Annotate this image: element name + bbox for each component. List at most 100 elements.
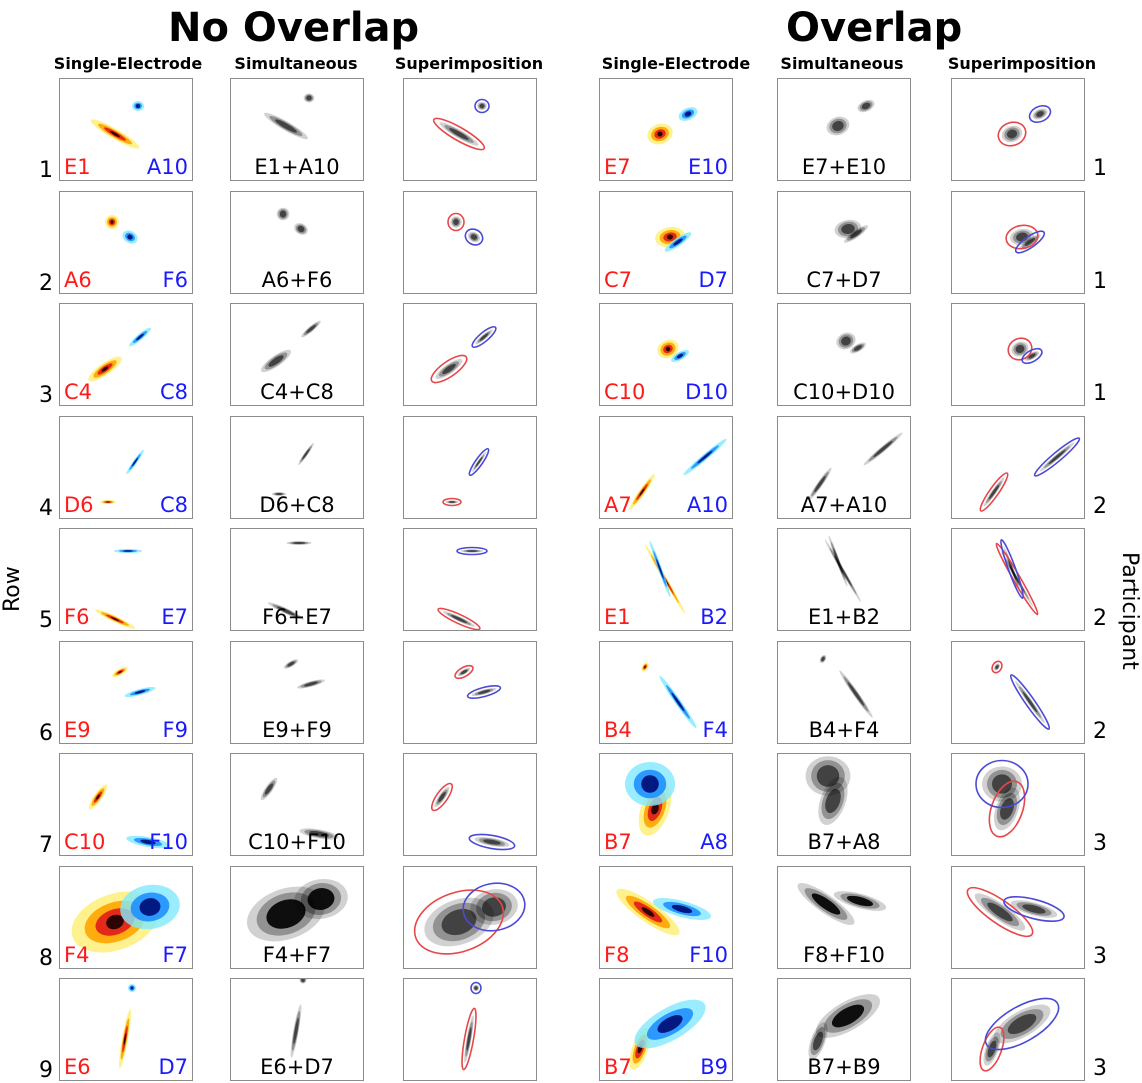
panel-super-no-overlap-row-2 <box>403 190 537 294</box>
electrode1-outline <box>442 497 462 506</box>
combined1-shadow-core <box>277 606 295 616</box>
simul-plot <box>819 654 873 718</box>
super-plot <box>430 782 516 851</box>
super-plot <box>432 98 490 151</box>
super2-shadow-core <box>470 233 478 240</box>
single-plot <box>647 107 698 145</box>
super1-shadow-core <box>438 791 446 803</box>
panel-super-overlap-row-8 <box>951 865 1085 969</box>
combined1-shadow-core <box>275 492 283 495</box>
combined2-shadow-core <box>309 831 329 837</box>
super1-shadow-core <box>1006 129 1018 139</box>
panel-single-overlap-row-1: E7 E10 <box>599 78 733 181</box>
combined1-shadow-core <box>279 210 287 217</box>
panel-super-overlap-row-5 <box>951 528 1085 631</box>
electrode-pair-label: B7+A8 <box>807 830 881 854</box>
combined2-shadow-core <box>816 765 840 787</box>
panel-single-no-overlap-row-9: E6 D7 <box>59 978 193 1081</box>
electrode2-outline <box>471 325 497 349</box>
row-axis-label: Row <box>0 566 25 612</box>
electrode-label-2: B2 <box>700 605 728 629</box>
electrode2-outline <box>456 546 488 556</box>
electrode2-outline <box>1003 895 1065 922</box>
combined2-shadow-core <box>306 95 312 101</box>
super1-shadow-core <box>451 615 467 623</box>
super-plot <box>991 660 1051 730</box>
combined2-shadow-core <box>831 1004 865 1028</box>
panel-single-overlap-row-3: C10 D10 <box>599 303 733 406</box>
combined2-shadow-core <box>301 979 305 982</box>
super2-shadow-core <box>479 103 485 109</box>
super2-shadow-core <box>1036 111 1044 117</box>
combined2-shadow-core <box>297 225 305 232</box>
participant-axis-label: Participant <box>1117 552 1142 670</box>
electrode2-outline <box>1021 347 1043 365</box>
super1-shadow-core <box>987 902 1013 921</box>
combined1-shadow-core <box>266 898 306 929</box>
combined2-shadow-core <box>847 681 865 706</box>
electrode1-heat-peak <box>110 130 120 138</box>
combined1-shadow-core <box>841 336 851 346</box>
participant-number: 1 <box>1093 381 1107 406</box>
simul-plot <box>290 979 307 1058</box>
electrode-label-2: C8 <box>159 492 188 517</box>
super1-shadow-core <box>453 218 459 225</box>
single-plot <box>625 762 675 836</box>
electrode-pair-label: E7+E10 <box>801 155 887 179</box>
electrode2-heat-core <box>671 692 685 711</box>
super1-shadow-core <box>448 500 456 503</box>
electrode2-outline <box>1033 436 1081 477</box>
panel-super-overlap-row-9 <box>951 978 1085 1081</box>
panel-super-no-overlap-row-6 <box>403 640 537 744</box>
super-plot <box>442 447 490 506</box>
simul-plot <box>826 99 875 136</box>
row-number: 6 <box>39 720 53 746</box>
combined1-shadow-core <box>293 1017 299 1045</box>
simul-plot <box>271 442 314 496</box>
row-number: 7 <box>39 833 53 858</box>
electrode-pair-label: C10+F10 <box>248 830 346 854</box>
row-number: 3 <box>39 383 53 408</box>
simul-plot <box>260 320 321 373</box>
panel-simul-overlap-row-7: B7+A8 <box>777 753 911 856</box>
electrode1-heat-peak <box>96 794 100 800</box>
title-no-overlap: No Overlap <box>168 5 420 51</box>
combined1-shadow-core <box>287 661 295 666</box>
simul-plot <box>276 207 308 235</box>
electrode1-outline <box>437 607 481 630</box>
electrode-label-1: C10 <box>604 380 646 404</box>
simul-plot <box>834 219 868 243</box>
electrode-label-1: C10 <box>64 830 106 854</box>
panel-single-overlap-row-4: A7 A10 <box>599 415 733 519</box>
electrode-pair-label: A6+F6 <box>261 267 333 292</box>
super2-shadow-core <box>475 456 483 467</box>
combined2-shadow-core <box>306 324 316 334</box>
row-number: 5 <box>39 608 53 633</box>
super1-shadow-core <box>442 363 456 375</box>
panel-super-overlap-row-1 <box>951 78 1085 181</box>
panel-single-no-overlap-row-6: E9 F9 <box>59 640 193 744</box>
electrode2-outline <box>462 881 526 932</box>
panel-simul-no-overlap-row-5: F6+E7 <box>230 528 364 631</box>
simul-plot <box>836 332 866 354</box>
electrode2-outline <box>984 997 1060 1051</box>
panel-single-overlap-row-2: C7 D7 <box>599 190 733 294</box>
simul-plot <box>260 777 339 840</box>
electrode1-heat-peak <box>106 501 110 502</box>
panel-simul-no-overlap-row-2: A6+F6 <box>230 190 364 294</box>
super1-shadow-core <box>460 669 468 674</box>
combined2-shadow-core <box>846 895 874 906</box>
super-plot <box>1005 224 1046 254</box>
electrode2-heat-core <box>139 897 161 916</box>
electrode-pair-label: B7+B9 <box>807 1055 881 1079</box>
electrode2-outline <box>975 759 1029 809</box>
panel-simul-no-overlap-row-9: E6+D7 <box>230 978 364 1081</box>
combined1-shadow-core <box>268 355 284 367</box>
super-plot <box>979 436 1081 512</box>
panel-super-overlap-row-2 <box>951 190 1085 294</box>
super-plot <box>430 325 497 384</box>
electrode-pair-label: E1+B2 <box>808 605 880 629</box>
panel-super-no-overlap-row-8 <box>403 865 537 969</box>
electrode1-heat-peak <box>651 803 659 815</box>
super-plot <box>995 539 1039 616</box>
